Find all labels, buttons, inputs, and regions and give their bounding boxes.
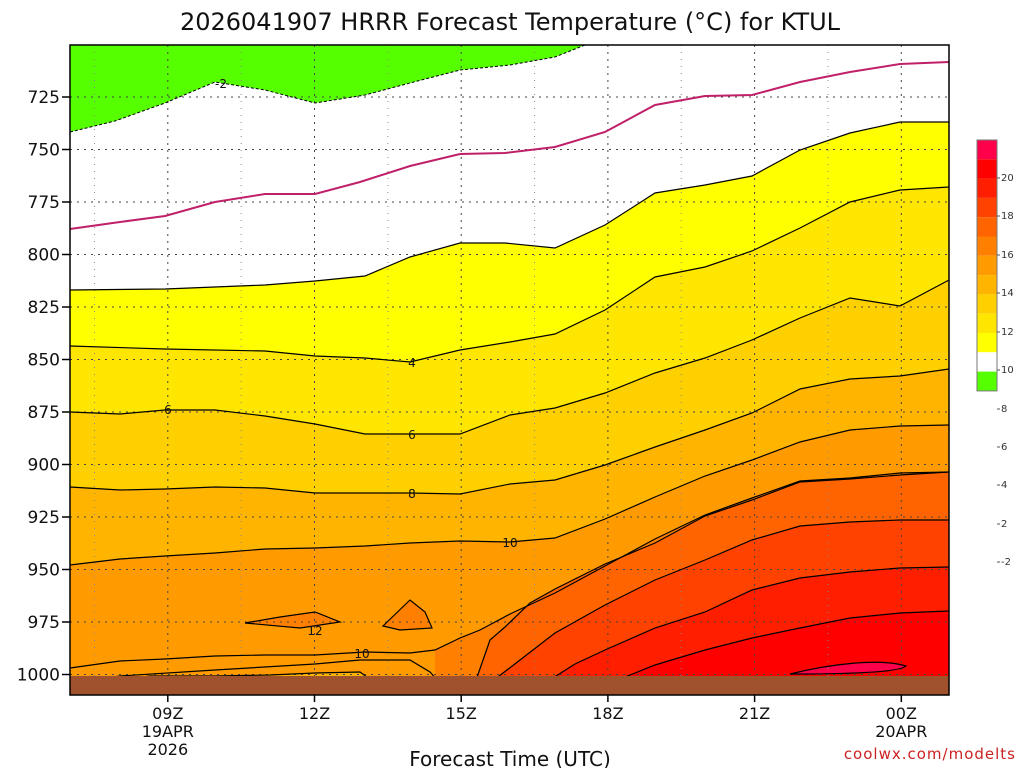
contour-14 xyxy=(474,471,950,684)
contour-16 xyxy=(489,519,949,684)
colorbar-swatch xyxy=(977,217,997,237)
x-tick-label-18Z-0: 18Z xyxy=(592,704,623,723)
x-tick-label-12Z-0: 12Z xyxy=(299,704,330,723)
fill-lt-m2 xyxy=(70,45,585,132)
colorbar-frame xyxy=(976,139,998,392)
y-tick-label-1000: 1000 xyxy=(17,666,60,686)
colorbar-swatch xyxy=(977,352,997,372)
contour-minus-2 xyxy=(69,44,586,133)
y-tick-label-925: 925 xyxy=(28,508,60,528)
ground-surface xyxy=(70,676,949,695)
contour-label-10: 10 xyxy=(354,647,369,661)
x-tick-label-00Z-1: 20APR xyxy=(875,722,927,741)
fill-pocket-a xyxy=(245,612,340,628)
x-tick-label-09Z-2: 2026 xyxy=(147,740,188,759)
colorbar-tick-label: -2 xyxy=(1001,557,1011,568)
y-tick-label-850: 850 xyxy=(28,351,60,371)
colorbar-swatch xyxy=(977,255,997,276)
contour-8 xyxy=(69,368,950,495)
y-tick-label-875: 875 xyxy=(28,403,60,423)
fill-pocket-b xyxy=(383,600,432,630)
y-tick-label-950: 950 xyxy=(28,561,60,581)
chart-title: 2026041907 HRRR Forecast Temperature (°C… xyxy=(180,8,841,36)
contour-label--2: -2 xyxy=(215,77,227,91)
contour-20 xyxy=(609,610,950,684)
y-tick-label-900: 900 xyxy=(28,456,60,476)
contour-10 xyxy=(69,424,950,566)
contour-12-pocket-b xyxy=(381,599,433,631)
y-tick-label-975: 975 xyxy=(28,613,60,633)
y-tick-label-825: 825 xyxy=(28,298,60,318)
contour-12-pocket-a xyxy=(244,611,343,629)
colorbar-swatch xyxy=(977,140,997,160)
contour-12 xyxy=(69,471,950,669)
contour-labels: -2 4 6 6 8 10 12 10 xyxy=(164,77,517,661)
colorbar-swatch xyxy=(977,275,997,295)
x-tick-label-15Z-0: 15Z xyxy=(446,704,477,723)
colorbar-tick-label: 20 xyxy=(1001,173,1014,184)
colorbar-swatch xyxy=(977,236,997,256)
colorbar-tick-label: 2 xyxy=(1001,519,1007,530)
temperature-contours xyxy=(69,44,950,684)
colorbar-swatch xyxy=(977,333,997,353)
colorbar-tick-label: 14 xyxy=(1001,288,1014,299)
colorbar-swatch xyxy=(977,371,997,391)
colorbar-tick-label: 6 xyxy=(1001,442,1007,453)
x-axis-label: Forecast Time (UTC) xyxy=(409,747,611,768)
colorbar-swatch xyxy=(977,294,997,314)
x-tick-label-21Z-0: 21Z xyxy=(739,704,770,723)
contour-10-surface xyxy=(69,659,441,684)
x-tick-label-09Z-1: 19APR xyxy=(142,722,194,741)
y-tick-label-750: 750 xyxy=(28,141,60,161)
fill-m2-2 xyxy=(70,45,949,290)
x-tick-label-00Z-0: 00Z xyxy=(886,704,917,723)
colorbar-tick-label: 12 xyxy=(1001,327,1014,338)
colorbar-tick-label: 4 xyxy=(1001,480,1007,491)
contour-label-6: 6 xyxy=(164,403,172,417)
y-tick-label-800: 800 xyxy=(28,246,60,266)
temperature-fills xyxy=(70,45,949,695)
contour-label-8: 8 xyxy=(408,487,416,501)
credit-text: coolwx.com/modelts xyxy=(844,745,1016,763)
colorbar-swatch xyxy=(977,178,997,198)
colorbar-swatch xyxy=(977,313,997,333)
plot-frame xyxy=(69,44,950,696)
contour-label-6: 6 xyxy=(408,428,416,442)
contour-label-12: 12 xyxy=(307,624,322,638)
contour-2 xyxy=(69,121,949,291)
colorbar-tick-label: 10 xyxy=(1001,365,1014,376)
colorbar: -2 2 4 6 8 10 12 14 16 18 20 xyxy=(976,139,1014,568)
contour-label-10: 10 xyxy=(502,536,517,550)
colorbar-tick-label: 16 xyxy=(1001,250,1014,261)
colorbar-swatch xyxy=(977,197,997,218)
x-tick-label-09Z-0: 09Z xyxy=(152,704,183,723)
colorbar-tick-label: 8 xyxy=(1001,404,1007,415)
colorbar-tick-label: 18 xyxy=(1001,211,1014,222)
colorbar-swatch xyxy=(977,159,997,179)
y-axis: 725 750 775 800 825 850 875 900 925 950 975 1000 xyxy=(17,88,70,686)
contour-zero xyxy=(69,61,950,230)
contour-6 xyxy=(69,279,950,435)
y-tick-label-775: 775 xyxy=(28,193,60,213)
fill-gt-22 xyxy=(790,662,906,674)
contour-4 xyxy=(69,186,950,363)
contour-label-4: 4 xyxy=(408,356,416,370)
contour-18 xyxy=(544,566,950,684)
y-tick-label-725: 725 xyxy=(28,88,60,108)
contour-22 xyxy=(789,661,908,675)
